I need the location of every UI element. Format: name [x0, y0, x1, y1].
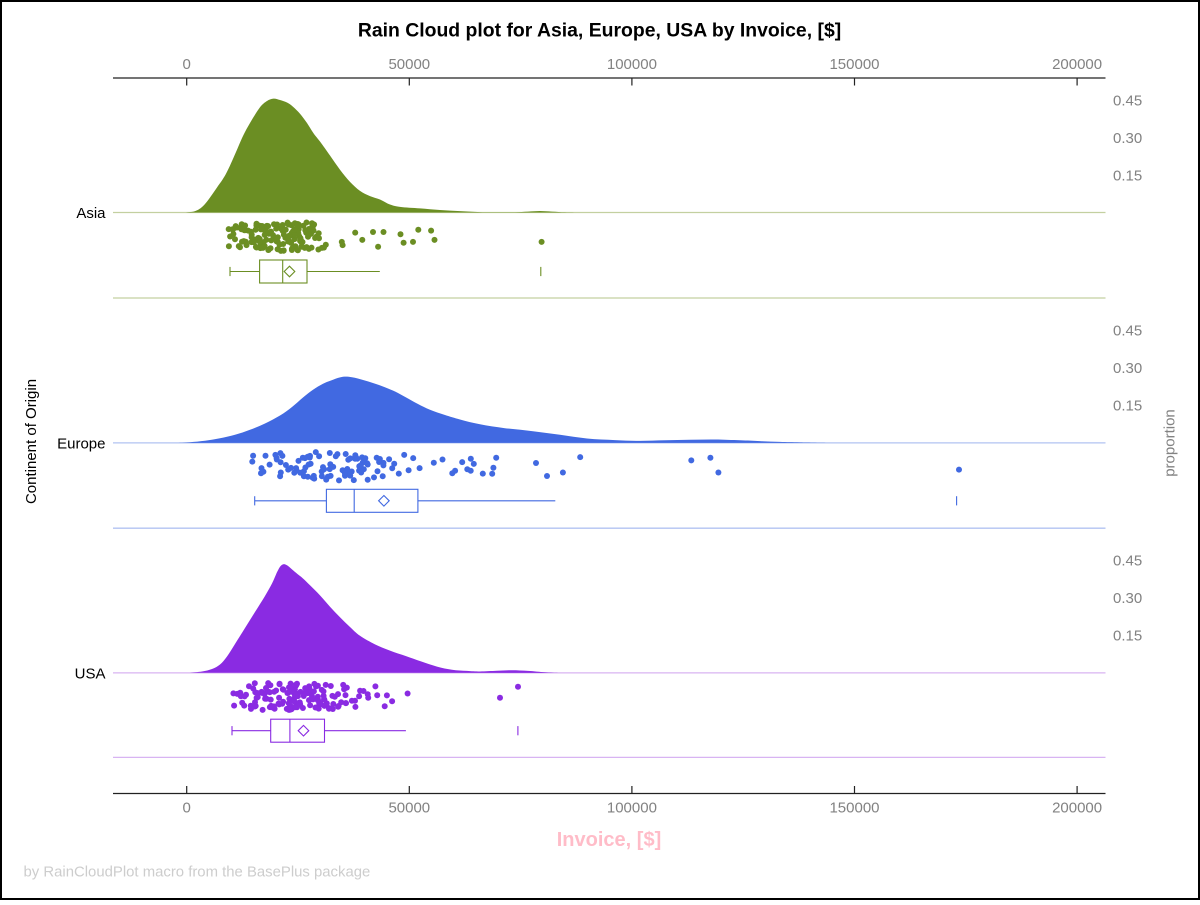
svg-text:Continent of Origin: Continent of Origin	[23, 379, 40, 504]
svg-text:0.30: 0.30	[1113, 590, 1142, 607]
svg-text:200000: 200000	[1052, 56, 1102, 73]
svg-text:by RainCloudPlot macro from th: by RainCloudPlot macro from the BasePlus…	[24, 865, 371, 881]
svg-text:100000: 100000	[607, 800, 657, 817]
svg-text:Europe: Europe	[57, 435, 105, 452]
svg-text:0.15: 0.15	[1113, 398, 1142, 415]
svg-text:Invoice, [$]: Invoice, [$]	[557, 829, 661, 851]
svg-text:Rain Cloud plot for Asia, Euro: Rain Cloud plot for Asia, Europe, USA by…	[358, 20, 841, 42]
svg-text:150000: 150000	[829, 800, 879, 817]
svg-text:0.30: 0.30	[1113, 130, 1142, 147]
svg-text:0.45: 0.45	[1113, 553, 1142, 570]
svg-text:200000: 200000	[1052, 800, 1102, 817]
svg-text:0.15: 0.15	[1113, 167, 1142, 184]
svg-text:50000: 50000	[388, 56, 430, 73]
svg-text:USA: USA	[75, 665, 106, 682]
svg-text:0: 0	[183, 800, 191, 817]
svg-text:100000: 100000	[607, 56, 657, 73]
svg-text:0.15: 0.15	[1113, 628, 1142, 645]
svg-text:0: 0	[183, 56, 191, 73]
svg-text:0.45: 0.45	[1113, 323, 1142, 340]
svg-text:50000: 50000	[388, 800, 430, 817]
svg-text:Asia: Asia	[76, 205, 106, 222]
svg-text:0.45: 0.45	[1113, 92, 1142, 109]
svg-text:150000: 150000	[829, 56, 879, 73]
svg-text:proportion: proportion	[1162, 409, 1179, 477]
svg-text:0.30: 0.30	[1113, 360, 1142, 377]
